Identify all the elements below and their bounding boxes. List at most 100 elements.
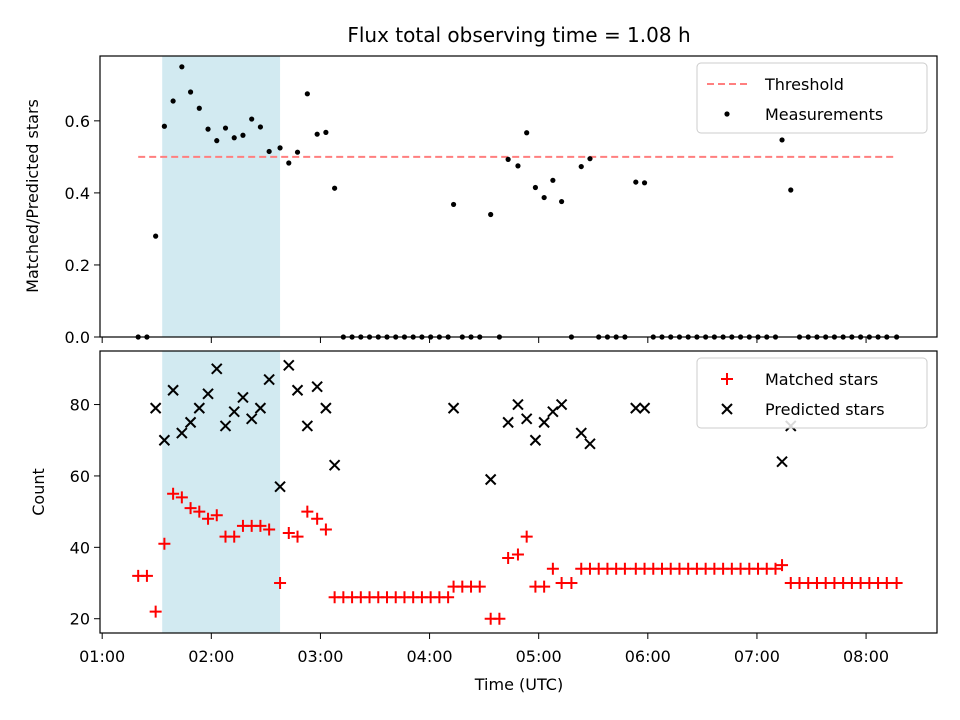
matched-stars-point	[565, 577, 578, 590]
measurements-point	[286, 160, 292, 166]
measurements-point	[231, 135, 237, 141]
bottom-y-tick-label: 20	[70, 610, 90, 629]
predicted-stars-point	[202, 388, 214, 400]
predicted-stars-point	[167, 384, 179, 396]
measurements-point	[294, 149, 301, 155]
predicted-stars-point	[547, 405, 559, 418]
predicted-stars-point	[555, 398, 568, 411]
measurements-point	[240, 132, 246, 138]
predicted-stars-point	[176, 427, 188, 439]
chart-title: Flux total observing time = 1.08 h	[347, 23, 690, 47]
measurements-point	[187, 89, 194, 95]
measurements-point	[196, 105, 202, 111]
predicted-stars-point	[311, 380, 323, 393]
measurements-point	[205, 126, 211, 132]
matched-stars-point	[193, 505, 206, 518]
x-tick-label: 02:00	[188, 647, 234, 666]
measurements-point	[488, 211, 494, 218]
predicted-stars-point	[447, 402, 460, 414]
measurements-point	[559, 198, 565, 205]
predicted-stars-point	[520, 413, 533, 425]
matched-stars-point	[228, 530, 241, 543]
measurements-point	[587, 156, 593, 162]
measurements-point	[161, 123, 167, 129]
measurements-point	[450, 201, 457, 208]
matched-stars-point	[263, 523, 276, 536]
predicted-stars-point	[274, 480, 286, 493]
measurements-point	[304, 91, 310, 97]
predicted-stars-point	[193, 402, 206, 414]
top-x-ticks	[101, 337, 867, 343]
measurements-point	[505, 156, 511, 162]
measurements-point	[779, 137, 785, 143]
bottom-highlight-span	[162, 351, 281, 633]
predicted-stars-point	[149, 402, 162, 414]
predicted-stars-point	[538, 416, 550, 429]
matched-stars-point	[776, 559, 789, 572]
matched-stars-point	[520, 530, 533, 543]
predicted-stars-point	[328, 459, 341, 471]
matched-stars-point	[546, 562, 559, 575]
matched-stars-point	[274, 577, 287, 590]
matched-stars-point	[319, 523, 332, 536]
bottom-marks	[132, 359, 903, 625]
measurements-point	[249, 116, 255, 122]
predicted-stars-point	[254, 402, 267, 414]
predicted-stars-point	[584, 438, 596, 450]
matched-stars-point	[493, 612, 506, 625]
matched-stars-point	[202, 512, 215, 525]
predicted-stars-point	[219, 420, 232, 432]
bottom-y-tick-label: 80	[70, 396, 90, 415]
legend-measurements-swatch	[724, 111, 730, 117]
measurements-point	[277, 145, 283, 151]
top-y-axis-label: Matched/Predicted stars	[23, 99, 42, 293]
x-tick-label: 08:00	[843, 647, 889, 666]
bottom-x-ticks: 01:00 02:00 03:00 04:00 05:00 06:00 07:00 08:00	[79, 633, 889, 666]
matched-stars-point	[167, 487, 180, 500]
matched-stars-point	[149, 605, 162, 618]
bottom-y-axis-label: Count	[29, 468, 48, 516]
legend-threshold-label: Threshold	[764, 75, 844, 94]
measurements-point	[524, 130, 530, 136]
matched-stars-point	[291, 530, 304, 543]
top-highlight-span	[162, 56, 281, 337]
x-tick-label: 04:00	[407, 647, 453, 666]
predicted-stars-point	[263, 373, 275, 386]
predicted-stars-point	[484, 473, 497, 486]
matched-stars-point	[175, 491, 188, 504]
measurements-point	[641, 180, 648, 186]
x-tick-label: 06:00	[625, 647, 671, 666]
matched-stars-point	[473, 580, 486, 593]
measurements-point	[532, 184, 539, 191]
top-panel: 0.0 0.2 0.4 0.6 Matched/Predicted stars Thr…	[23, 55, 938, 347]
bottom-y-tick-label: 60	[70, 467, 90, 486]
matched-stars-point	[301, 505, 314, 518]
predicted-stars-point	[512, 398, 524, 411]
predicted-stars-point	[291, 384, 304, 396]
predicted-stars-point	[245, 413, 258, 425]
matched-stars-point	[442, 591, 455, 604]
top-legend-box	[696, 62, 928, 134]
x-tick-label: 07:00	[734, 647, 780, 666]
x-axis-label: Time (UTC)	[474, 675, 563, 694]
matched-stars-point	[140, 569, 153, 582]
top-y-tick-label: 0.6	[65, 112, 90, 131]
predicted-stars-point	[638, 402, 651, 414]
legend-measurements-label: Measurements	[765, 105, 883, 124]
legend-matched-label: Matched stars	[765, 370, 878, 389]
measurements-point	[633, 179, 639, 185]
predicted-stars-point	[283, 359, 295, 371]
measurements-point	[515, 163, 521, 169]
matched-stars-point	[538, 580, 551, 593]
legend-predicted-label: Predicted stars	[765, 400, 885, 419]
measurements-point	[170, 98, 176, 104]
measurements-point	[578, 163, 584, 170]
bottom-y-ticks: 20 40 60 80	[70, 396, 100, 629]
measurements-point	[550, 177, 556, 183]
matched-stars-point	[769, 562, 782, 575]
measurements-point	[257, 124, 264, 130]
predicted-stars-point	[575, 427, 587, 439]
measurements-point	[541, 194, 547, 201]
